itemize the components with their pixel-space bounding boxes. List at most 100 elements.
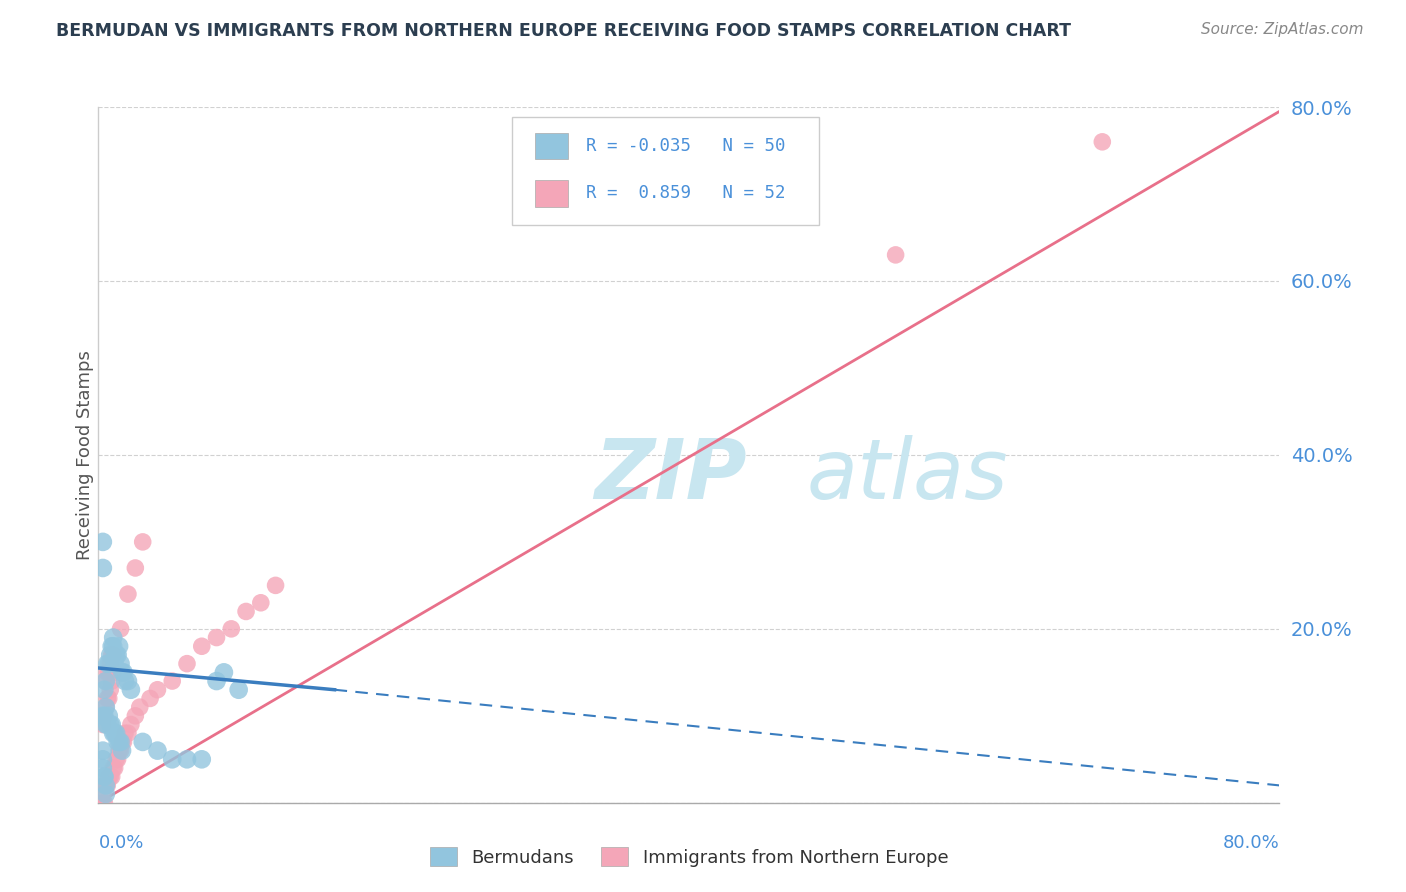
Point	[103, 726, 125, 740]
Point	[94, 778, 117, 792]
Point	[100, 717, 122, 731]
Point	[94, 778, 117, 792]
Point	[103, 639, 125, 653]
Point	[264, 578, 287, 592]
Point	[96, 717, 118, 731]
FancyBboxPatch shape	[536, 180, 568, 207]
Text: BERMUDAN VS IMMIGRANTS FROM NORTHERN EUROPE RECEIVING FOOD STAMPS CORRELATION CH: BERMUDAN VS IMMIGRANTS FROM NORTHERN EUR…	[56, 22, 1071, 40]
Point	[94, 700, 117, 714]
Point	[108, 639, 131, 653]
Point	[112, 665, 135, 680]
Point	[117, 674, 139, 689]
Point	[107, 752, 129, 766]
Point	[235, 605, 257, 619]
Point	[120, 682, 142, 697]
Point	[107, 648, 129, 662]
Point	[91, 717, 114, 731]
Point	[91, 752, 114, 766]
Point	[103, 631, 125, 645]
Point	[107, 735, 129, 749]
Point	[105, 648, 128, 662]
Point	[114, 674, 136, 689]
Text: R = -0.035   N = 50: R = -0.035 N = 50	[586, 137, 786, 155]
Point	[103, 761, 125, 775]
Point	[91, 796, 114, 810]
Point	[114, 726, 136, 740]
Text: atlas: atlas	[807, 435, 1008, 516]
Text: 80.0%: 80.0%	[1223, 834, 1279, 852]
Text: R =  0.859   N = 52: R = 0.859 N = 52	[586, 185, 786, 202]
Point	[93, 682, 115, 697]
Point	[94, 674, 117, 689]
Point	[105, 752, 128, 766]
Text: 0.0%: 0.0%	[98, 834, 143, 852]
Point	[228, 682, 250, 697]
Point	[124, 561, 146, 575]
Point	[205, 631, 228, 645]
Point	[103, 665, 125, 680]
Point	[98, 717, 121, 731]
Point	[97, 657, 120, 671]
Point	[96, 691, 118, 706]
Point	[98, 648, 121, 662]
Point	[108, 735, 131, 749]
Point	[103, 648, 125, 662]
Point	[100, 674, 122, 689]
Point	[1091, 135, 1114, 149]
Point	[100, 770, 122, 784]
Point	[139, 691, 162, 706]
Point	[100, 648, 122, 662]
Point	[111, 665, 134, 680]
Point	[98, 770, 121, 784]
Point	[108, 744, 131, 758]
Point	[94, 787, 117, 801]
Point	[94, 717, 117, 731]
Point	[191, 639, 214, 653]
Point	[94, 674, 117, 689]
Point	[91, 761, 114, 775]
FancyBboxPatch shape	[536, 133, 568, 160]
Point	[98, 657, 121, 671]
Point	[112, 735, 135, 749]
Text: Source: ZipAtlas.com: Source: ZipAtlas.com	[1201, 22, 1364, 37]
FancyBboxPatch shape	[512, 118, 818, 226]
Point	[110, 622, 132, 636]
Point	[205, 674, 228, 689]
Point	[110, 744, 132, 758]
Point	[146, 744, 169, 758]
Point	[96, 778, 118, 792]
Point	[93, 770, 115, 784]
Point	[176, 752, 198, 766]
Point	[128, 700, 150, 714]
Point	[120, 717, 142, 731]
Point	[93, 708, 115, 723]
Point	[124, 708, 146, 723]
Point	[176, 657, 198, 671]
Point	[132, 735, 155, 749]
Point	[97, 770, 120, 784]
Point	[98, 682, 121, 697]
Point	[212, 665, 235, 680]
Point	[105, 726, 128, 740]
Point	[93, 778, 115, 792]
Point	[91, 561, 114, 575]
Point	[104, 761, 127, 775]
Point	[104, 726, 127, 740]
Text: ZIP: ZIP	[595, 435, 747, 516]
Point	[91, 744, 114, 758]
Point	[93, 770, 115, 784]
Point	[111, 744, 134, 758]
Point	[110, 735, 132, 749]
Point	[117, 587, 139, 601]
Point	[91, 708, 114, 723]
Point	[250, 596, 273, 610]
Point	[94, 700, 117, 714]
Legend: Bermudans, Immigrants from Northern Europe: Bermudans, Immigrants from Northern Euro…	[423, 840, 955, 874]
Point	[104, 657, 127, 671]
Point	[146, 682, 169, 697]
Point	[97, 708, 120, 723]
Point	[110, 657, 132, 671]
Point	[91, 534, 114, 549]
Point	[191, 752, 214, 766]
Y-axis label: Receiving Food Stamps: Receiving Food Stamps	[76, 350, 94, 560]
